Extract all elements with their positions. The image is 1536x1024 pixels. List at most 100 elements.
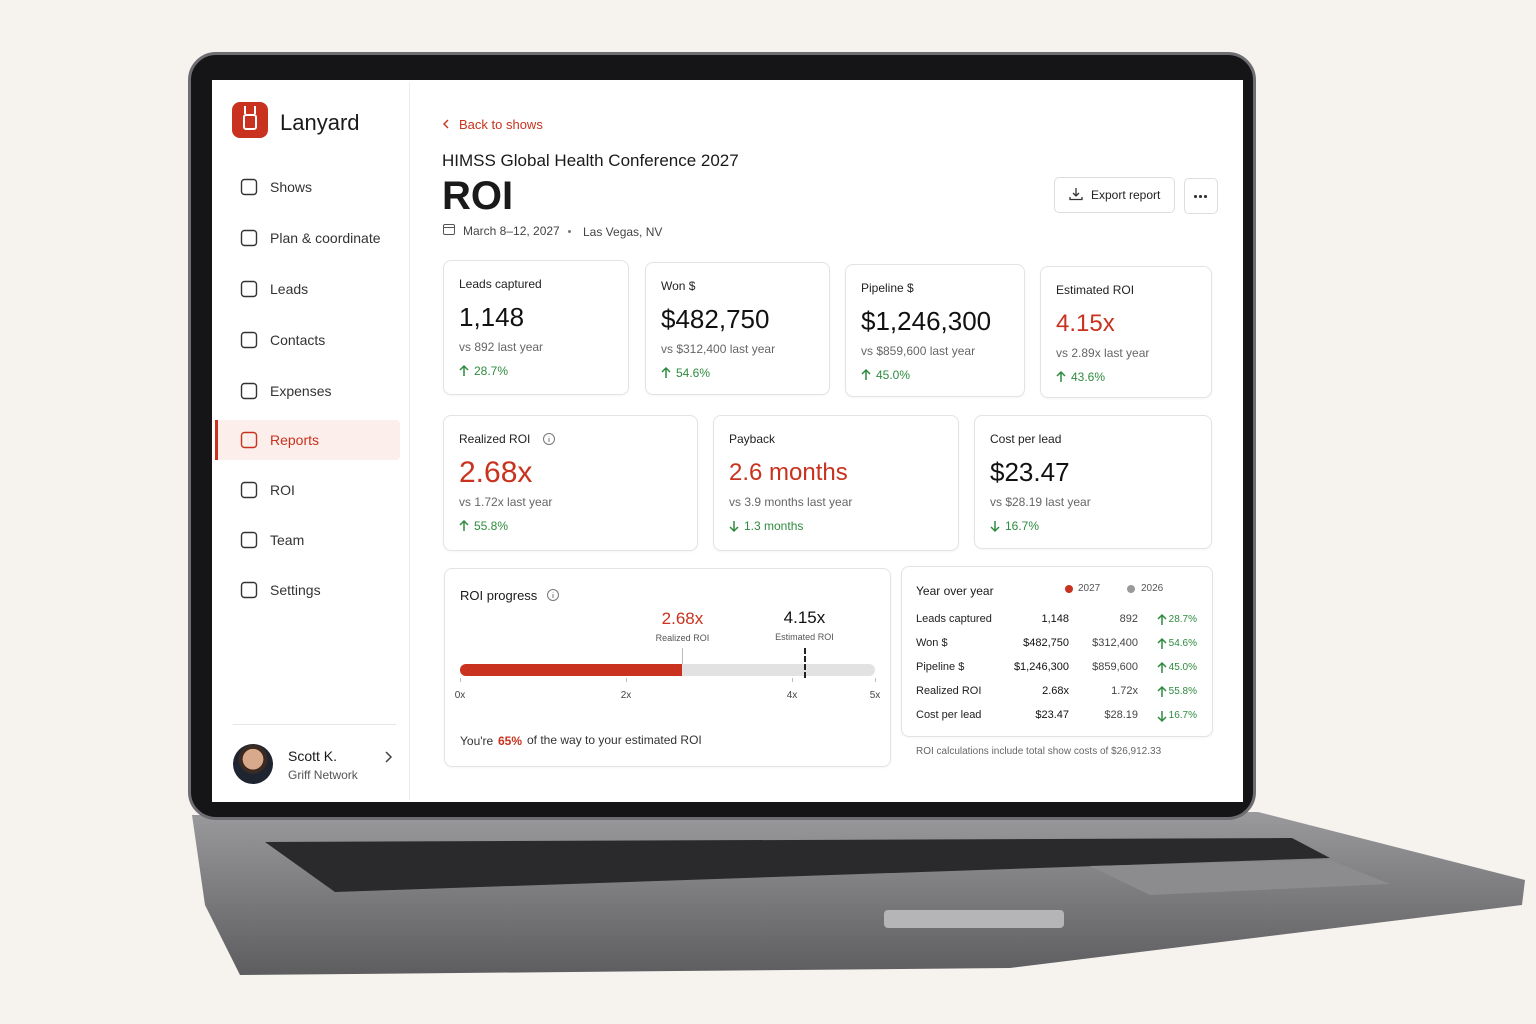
kpi-change: 45.0% <box>876 367 911 382</box>
scale-label: 5x <box>869 690 881 701</box>
export-icon <box>1069 188 1083 201</box>
kpi-label: Payback <box>729 431 776 446</box>
kpi-comparison: vs $312,400 last year <box>661 341 776 356</box>
nav-item[interactable]: ROI <box>270 481 295 498</box>
trend-arrow <box>1157 661 1167 673</box>
back-link[interactable]: Back to shows <box>459 117 543 133</box>
realized-label: 2.68x <box>661 608 704 628</box>
summary-percent: 65% <box>498 733 523 748</box>
progress-title: ROI progress <box>460 588 538 604</box>
yoy-row-label: Leads captured <box>916 613 992 626</box>
legend-label: 2027 <box>1078 583 1101 594</box>
kpi-value: $482,750 <box>661 304 770 335</box>
kpi-card <box>845 264 1025 397</box>
kpi-value: 2.68x <box>459 456 533 489</box>
estimated-marker <box>804 648 807 678</box>
nav-item[interactable]: Shows <box>270 178 313 195</box>
trend-arrow <box>459 364 469 376</box>
calendar-icon <box>443 224 455 235</box>
nav-item[interactable]: Reports <box>270 431 320 448</box>
logo-icon <box>232 102 268 138</box>
kpi-value: 4.15x <box>1056 309 1115 337</box>
logo-badge <box>243 106 257 130</box>
yoy-row-label: Pipeline $ <box>916 661 965 674</box>
nav-item[interactable]: Leads <box>270 280 309 297</box>
kpi-comparison: vs 2.89x last year <box>1056 345 1150 360</box>
kpi-label: Won $ <box>661 278 696 293</box>
nav-active-bg <box>216 420 400 460</box>
trend-arrow <box>459 519 469 531</box>
scale-label: 0x <box>454 690 466 701</box>
hinge-notch <box>884 910 1064 928</box>
legend-dot <box>1065 585 1073 593</box>
estimated-caption: Estimated ROI <box>775 631 834 642</box>
yoy-change: 55.8% <box>1168 686 1197 697</box>
yoy-current: $482,750 <box>1023 637 1069 650</box>
progress-fill <box>460 664 683 676</box>
user-chevron <box>385 751 393 763</box>
scale-tick <box>460 678 461 682</box>
scale-tick <box>626 678 627 682</box>
yoy-current: 1,148 <box>1041 613 1069 626</box>
yoy-change: 54.6% <box>1168 638 1197 649</box>
kpi-label: Realized ROI <box>459 431 531 446</box>
sidebar-divider <box>409 82 410 800</box>
trend-arrow <box>1157 711 1167 723</box>
yoy-current: $23.47 <box>1035 709 1069 722</box>
nav-icon <box>240 531 258 549</box>
kpi-label: Pipeline $ <box>861 280 914 295</box>
keyboard <box>265 838 1330 892</box>
kpi-label: Cost per lead <box>990 431 1062 446</box>
app-name: Lanyard <box>280 109 360 135</box>
scale-label: 4x <box>786 690 798 701</box>
nav-icon <box>240 481 258 499</box>
scale-tick <box>792 678 793 682</box>
yoy-title: Year over year <box>916 583 994 598</box>
yoy-previous: $312,400 <box>1092 637 1138 650</box>
more-dot <box>1199 195 1202 198</box>
nav-item[interactable]: Expenses <box>270 382 332 399</box>
yoy-current: 2.68x <box>1042 685 1069 698</box>
info-icon <box>543 433 555 445</box>
nav-icon <box>240 382 258 400</box>
nav-item[interactable]: Team <box>270 531 305 548</box>
kpi-value: 1,148 <box>459 302 525 333</box>
kpi-card <box>443 260 629 395</box>
kpi-comparison: vs $859,600 last year <box>861 343 976 358</box>
kpi-change: 1.3 months <box>744 518 804 533</box>
estimated-label: 4.15x <box>783 607 826 627</box>
yoy-previous: $859,600 <box>1092 661 1138 674</box>
page-title: ROI <box>442 174 514 218</box>
info-icon <box>547 589 559 601</box>
kpi-comparison: vs 892 last year <box>459 339 544 354</box>
nav-icon <box>240 431 258 449</box>
user-name: Scott K. <box>288 747 338 764</box>
kpi-card <box>713 415 959 551</box>
kpi-change: 28.7% <box>474 363 509 378</box>
kpi-change: 54.6% <box>676 365 711 380</box>
yoy-current: $1,246,300 <box>1013 661 1069 674</box>
trend-arrow <box>1157 637 1167 649</box>
nav-item[interactable]: Settings <box>270 581 321 598</box>
more-dot <box>1204 195 1207 198</box>
legend-label: 2026 <box>1141 583 1164 594</box>
avatar <box>233 744 273 784</box>
yoy-row-label: Realized ROI <box>916 685 982 698</box>
nav-item[interactable]: Plan & coordinate <box>270 229 381 246</box>
trend-arrow <box>1056 370 1066 382</box>
nav-item[interactable]: Contacts <box>270 331 326 348</box>
trend-arrow <box>990 521 1000 533</box>
separator-dot <box>568 230 571 233</box>
nav-icon <box>240 331 258 349</box>
scale-label: 2x <box>620 690 632 701</box>
legend-dot <box>1127 585 1135 593</box>
back-chevron <box>443 119 449 129</box>
kpi-comparison: vs 1.72x last year <box>459 494 553 509</box>
event-location: Las Vegas, NV <box>583 224 663 239</box>
nav-active-bar <box>215 420 218 460</box>
trend-arrow <box>1157 613 1167 625</box>
event-name: HIMSS Global Health Conference 2027 <box>442 150 739 170</box>
kpi-value: 2.6 months <box>729 458 848 486</box>
